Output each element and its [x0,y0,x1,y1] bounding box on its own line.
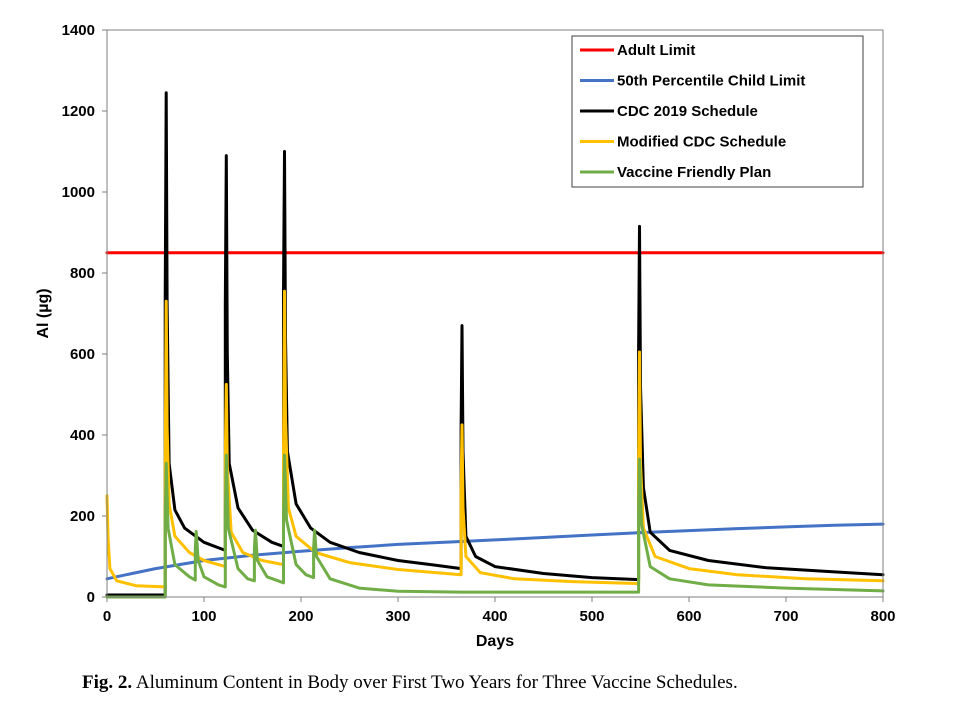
x-axis-title: Days [476,633,514,650]
x-tick-label: 700 [773,608,798,625]
plot-frame [106,29,884,598]
x-tick-label: 300 [385,608,410,625]
series-line-modified-cdc-schedule [105,289,885,589]
series-line-cdc-2019-schedule [105,91,885,597]
x-tick-label: 0 [103,608,111,625]
x-tick-label: 400 [482,608,507,625]
legend-box [571,35,864,188]
x-tick-label: 800 [870,608,895,625]
legend-label: Adult Limit [617,42,695,59]
x-tick-label: 100 [191,608,216,625]
legend-label: 50th Percentile Child Limit [617,73,805,90]
y-tick-label: 0 [87,589,95,606]
y-axis-title: Al (µg) [35,288,52,338]
y-tick-label: 800 [70,265,95,282]
line-chart: 0 200 400 600 800 1000 1200 1400 0 100 200 300 400 5… [35,22,896,650]
series-line-vaccine-friendly-plan [105,453,885,599]
figure-caption: Fig. 2. Aluminum Content in Body over Fi… [82,672,738,694]
y-tick-label: 200 [70,508,95,525]
x-tick-label: 600 [676,608,701,625]
x-tick-label: 500 [579,608,604,625]
y-tick-label: 1200 [62,103,95,120]
series-layer [105,91,885,599]
legend: Adult Limit 50th Percentile Child Limit CD… [571,35,864,188]
x-axis-ticks: 0 100 200 300 400 500 600 700 800 [103,597,896,625]
y-tick-label: 600 [70,346,95,363]
figure-caption-text: Aluminum Content in Body over First Two … [132,672,738,693]
legend-label: Vaccine Friendly Plan [617,164,771,181]
series-line-50th-percentile-child-limit [105,522,885,581]
y-tick-label: 400 [70,427,95,444]
y-axis-ticks: 0 200 400 600 800 1000 1200 1400 [62,22,107,606]
legend-label: CDC 2019 Schedule [617,103,758,120]
x-tick-label: 200 [288,608,313,625]
y-tick-label: 1000 [62,184,95,201]
y-tick-label: 1400 [62,22,95,39]
legend-label: Modified CDC Schedule [617,134,786,151]
figure-label: Fig. 2. [82,672,133,693]
